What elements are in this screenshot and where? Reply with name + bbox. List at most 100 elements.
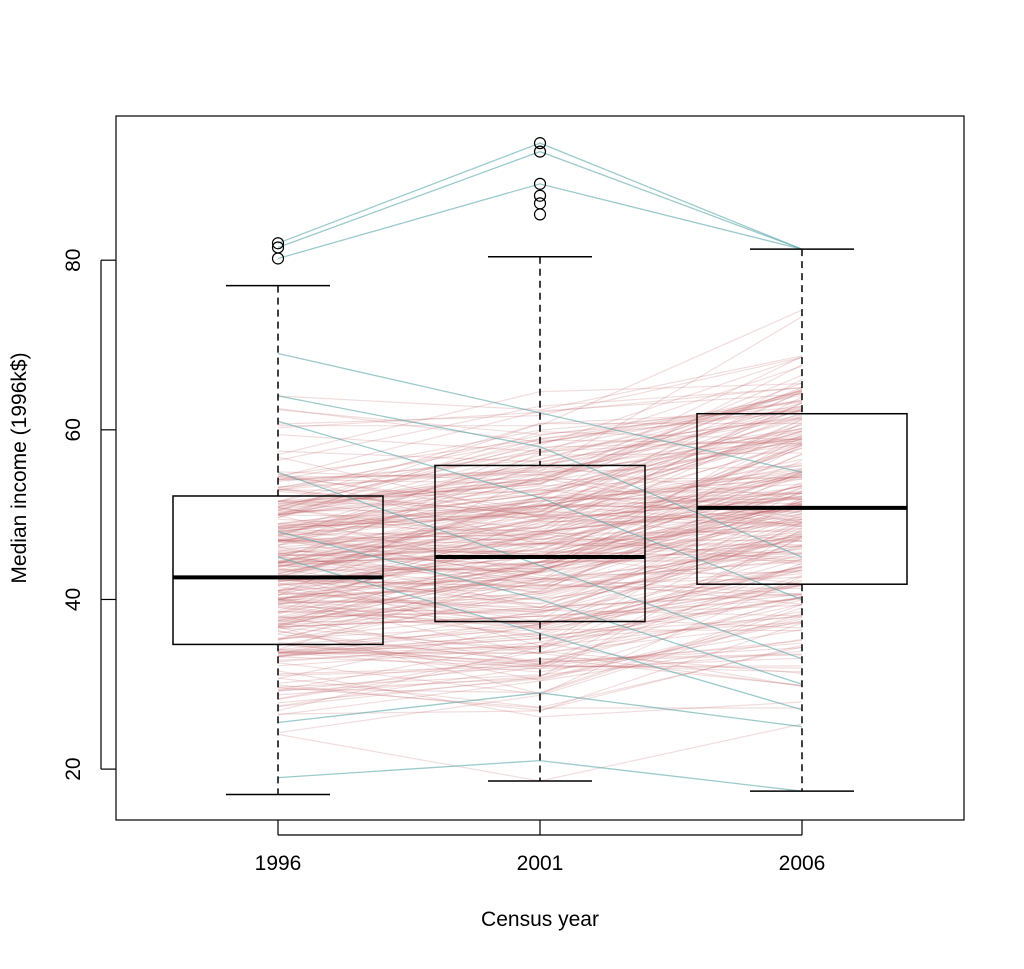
trajectory-line	[277, 533, 803, 606]
trajectory-line	[277, 565, 803, 630]
trajectory-line	[277, 505, 803, 533]
trajectory-line-highlight	[277, 692, 803, 728]
trajectory-line	[277, 537, 803, 604]
trajectory-line	[277, 557, 803, 615]
trajectory-line	[277, 500, 803, 609]
trajectory-line	[277, 497, 803, 543]
trajectory-line	[277, 620, 803, 704]
trajectory-line	[277, 535, 803, 573]
trajectory-line	[277, 486, 803, 546]
trajectory-line	[277, 474, 803, 540]
trajectory-line	[277, 427, 803, 512]
trajectory-line	[277, 514, 803, 576]
trajectory-line	[277, 574, 803, 655]
x-axis-label: Census year	[481, 908, 599, 931]
trajectory-line	[277, 533, 803, 582]
trajectory-line	[277, 540, 803, 596]
trajectory-line	[277, 408, 803, 591]
trajectory-line	[277, 498, 803, 575]
trajectory-line	[277, 492, 803, 539]
trajectory-line	[277, 419, 803, 548]
trajectory-line	[277, 540, 803, 546]
box-iqr	[434, 464, 646, 623]
trajectory-line	[277, 389, 803, 516]
trajectory-line	[277, 473, 803, 530]
trajectory-line	[277, 536, 803, 707]
trajectory-line	[277, 421, 803, 651]
trajectory-line	[277, 665, 803, 675]
trajectory-line	[277, 356, 803, 485]
trajectory-line	[277, 475, 803, 510]
trajectory-line	[277, 520, 803, 567]
trajectory-line	[277, 508, 803, 580]
trajectory-line	[277, 527, 803, 640]
trajectory-line	[277, 566, 803, 654]
trajectory-line	[277, 591, 803, 617]
trajectory-line	[277, 443, 803, 510]
trajectory-line-highlight	[277, 556, 803, 711]
trajectory-line	[277, 411, 803, 552]
trajectory-line	[277, 509, 803, 602]
trajectory-line	[277, 410, 803, 503]
trajectory-line-highlight	[277, 183, 803, 260]
trajectory-line-highlight	[277, 420, 803, 601]
trajectory-line	[277, 438, 803, 535]
trajectory-line	[277, 464, 803, 571]
trajectory-line	[277, 470, 803, 593]
trajectory-line	[277, 442, 803, 528]
trajectory-line	[277, 391, 803, 563]
trajectory-line	[277, 559, 803, 635]
trajectory-line	[277, 422, 803, 512]
box-iqr	[172, 495, 384, 646]
trajectory-line	[277, 436, 803, 626]
trajectory-line	[277, 416, 803, 578]
outlier-point	[533, 137, 547, 150]
trajectory-line	[277, 501, 803, 606]
trajectory-line	[277, 456, 803, 518]
trajectory-line	[277, 468, 803, 537]
trajectory-line	[277, 465, 803, 480]
trajectory-line	[277, 430, 803, 529]
trajectory-line	[277, 503, 803, 582]
trajectory-line	[277, 419, 803, 586]
trajectory-line	[277, 478, 803, 577]
trajectory-line	[277, 316, 803, 488]
box-2006	[696, 248, 908, 792]
trajectory-line	[277, 544, 803, 625]
trajectory-line	[277, 473, 803, 545]
trajectory-line	[277, 598, 803, 628]
trajectory-line	[277, 396, 803, 592]
trajectory-line-highlight	[277, 530, 803, 685]
trajectory-line	[277, 445, 803, 581]
trajectory-line	[277, 392, 803, 482]
box-2001	[434, 137, 646, 782]
trajectory-line	[277, 473, 803, 519]
trajectory-line	[277, 551, 803, 608]
trajectory-line	[277, 424, 803, 527]
trajectory-line	[277, 471, 803, 568]
trajectory-line	[277, 599, 803, 655]
trajectory-line	[277, 536, 803, 619]
trajectory-line	[277, 472, 803, 567]
trajectory-line	[277, 408, 803, 515]
trajectory-line	[277, 356, 803, 508]
trajectory-line	[277, 492, 803, 627]
trajectory-line	[277, 536, 803, 641]
trajectory-line	[277, 584, 803, 645]
trajectory-lines	[277, 142, 803, 792]
box-1996	[172, 237, 384, 796]
y-tick-label: 80	[62, 249, 85, 272]
y-tick-label: 60	[62, 418, 85, 441]
trajectory-line	[277, 488, 803, 542]
trajectory-line	[277, 393, 803, 478]
trajectory-line	[277, 530, 803, 572]
trajectory-line	[277, 409, 803, 478]
trajectory-line	[277, 523, 803, 564]
trajectory-line	[277, 573, 803, 604]
trajectory-line	[277, 431, 803, 543]
trajectory-line	[277, 447, 803, 543]
trajectory-line	[277, 504, 803, 564]
trajectory-line	[277, 462, 803, 569]
trajectory-line	[277, 520, 803, 556]
